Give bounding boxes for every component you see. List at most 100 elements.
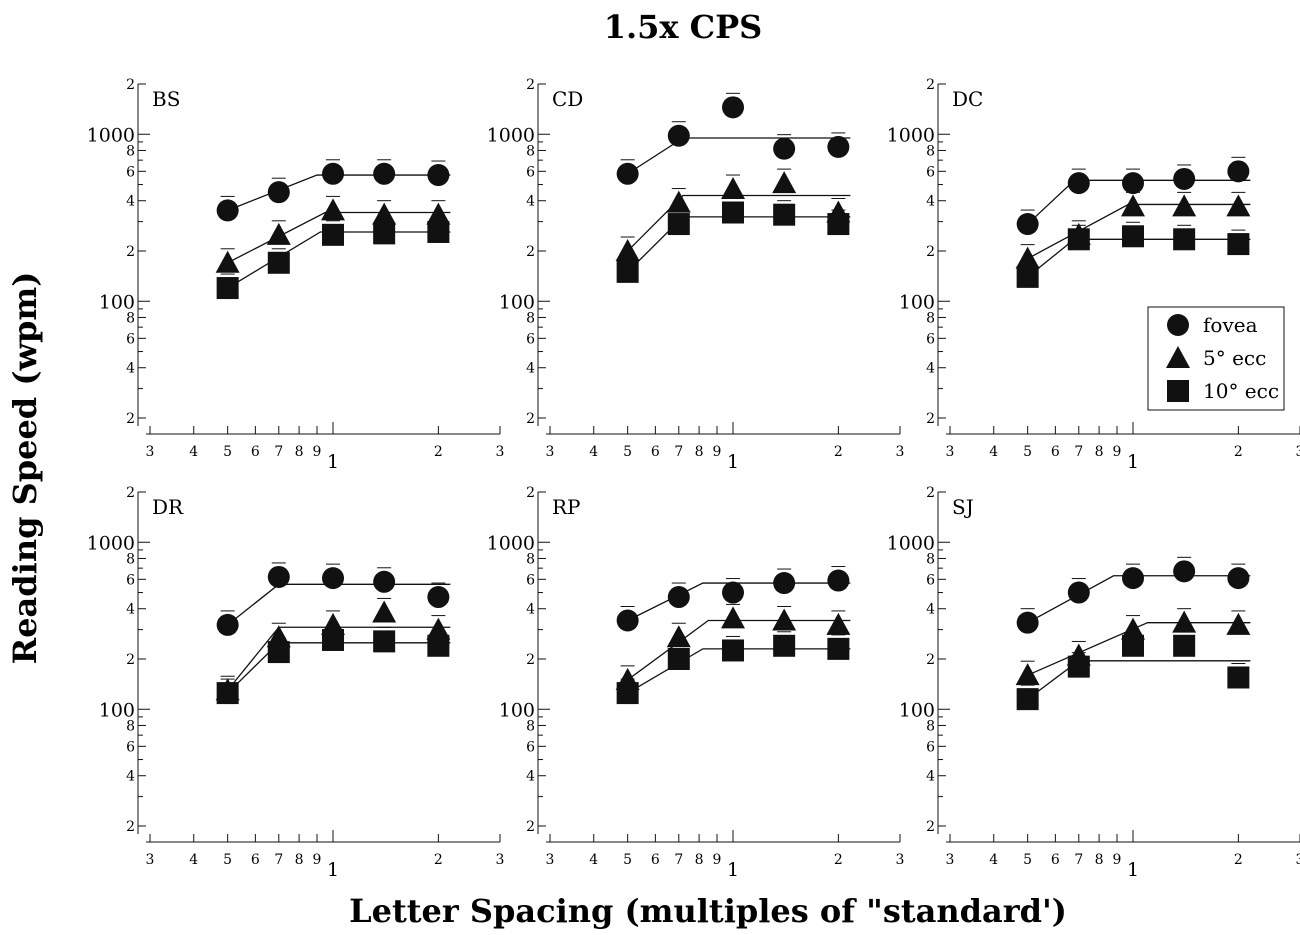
- fit-line: [627, 582, 851, 622]
- data-point: [321, 198, 346, 221]
- fit-line: [227, 583, 451, 626]
- x-tick-label: 1: [327, 451, 339, 473]
- legend-entry: 5° ecc: [1166, 346, 1266, 370]
- data-point: [1015, 663, 1040, 686]
- panel-dc: 24681002468100023456789123DC: [887, 77, 1300, 473]
- x-tick-label: 8: [1095, 852, 1104, 868]
- data-point: [1067, 172, 1090, 195]
- data-point: [216, 613, 239, 636]
- chart-title: 1.5x CPS: [604, 8, 763, 46]
- x-tick-label: 8: [695, 852, 704, 868]
- data-point: [427, 220, 450, 243]
- x-tick-label: 3: [546, 444, 555, 460]
- y-tick-label: 6: [126, 164, 135, 180]
- data-point: [216, 199, 239, 222]
- data-point: [373, 630, 396, 653]
- y-tick-label: 6: [526, 572, 535, 588]
- fit-line: [627, 216, 851, 273]
- data-point: [722, 96, 745, 119]
- data-point: [1067, 655, 1090, 678]
- fit-line: [1027, 660, 1251, 700]
- legend-label: fovea: [1203, 313, 1258, 337]
- data-point: [215, 250, 240, 273]
- x-tick-label: 3: [1296, 852, 1300, 868]
- y-tick-label: 8: [126, 310, 135, 326]
- x-tick-label: 3: [946, 444, 955, 460]
- x-tick-label: 2: [1234, 444, 1243, 460]
- y-tick-label: 4: [126, 602, 135, 618]
- x-axis-title: Letter Spacing (multiples of "standard'): [349, 892, 1067, 930]
- x-tick-label: 9: [313, 444, 322, 460]
- y-tick-label: 2: [526, 244, 535, 260]
- data-point: [666, 625, 691, 648]
- panel-sj: 24681002468100023456789123SJ: [887, 485, 1300, 881]
- y-tick-label: 8: [526, 551, 535, 567]
- data-point: [772, 608, 797, 631]
- x-tick-label: 7: [274, 852, 283, 868]
- data-point: [827, 569, 850, 592]
- fit-line: [227, 174, 451, 212]
- data-point: [1016, 611, 1039, 634]
- data-point: [827, 213, 850, 236]
- y-tick-label: 2: [526, 819, 535, 835]
- y-tick-label: 8: [526, 718, 535, 734]
- y-tick-label: 4: [126, 361, 135, 377]
- x-tick-label: 4: [189, 444, 198, 460]
- y-tick-label: 8: [526, 310, 535, 326]
- y-tick-label: 100: [99, 291, 135, 313]
- data-point: [216, 277, 239, 300]
- x-tick-label: 9: [713, 444, 722, 460]
- data-point: [1122, 567, 1145, 590]
- y-tick-label: 2: [126, 411, 135, 427]
- y-tick-label: 2: [126, 77, 135, 93]
- fit-line: [627, 648, 851, 694]
- x-tick-label: 3: [496, 852, 505, 868]
- y-tick-label: 4: [126, 769, 135, 785]
- x-tick-label: 3: [1296, 444, 1300, 460]
- data-point: [426, 617, 451, 640]
- data-point: [722, 201, 745, 224]
- x-tick-label: 7: [674, 444, 683, 460]
- y-tick-label: 4: [526, 361, 535, 377]
- y-tick-label: 2: [526, 77, 535, 93]
- y-tick-label: 2: [526, 485, 535, 501]
- y-tick-label: 1000: [87, 532, 135, 554]
- panel-label: DC: [952, 87, 983, 111]
- panel-label: SJ: [952, 495, 974, 519]
- x-tick-label: 1: [727, 859, 739, 881]
- data-point: [427, 164, 450, 187]
- data-point: [1016, 213, 1039, 236]
- x-tick-label: 7: [1074, 852, 1083, 868]
- series-square: [216, 217, 451, 300]
- x-tick-label: 5: [223, 852, 232, 868]
- y-tick-label: 1000: [87, 124, 135, 146]
- x-tick-label: 3: [896, 444, 905, 460]
- y-tick-label: 1000: [487, 124, 535, 146]
- data-point: [1227, 233, 1250, 256]
- data-point: [267, 251, 290, 274]
- data-point: [721, 177, 746, 200]
- y-tick-label: 2: [926, 652, 935, 668]
- x-tick-label: 3: [146, 852, 155, 868]
- data-point: [322, 162, 345, 185]
- x-tick-label: 1: [1127, 859, 1139, 881]
- series-triangle: [615, 168, 851, 261]
- y-tick-label: 2: [526, 411, 535, 427]
- y-tick-label: 2: [926, 77, 935, 93]
- x-tick-label: 6: [651, 852, 660, 868]
- series-circle: [1016, 156, 1251, 236]
- x-tick-label: 2: [834, 852, 843, 868]
- data-point: [722, 581, 745, 604]
- series-circle: [1016, 556, 1251, 634]
- data-point: [1122, 172, 1145, 195]
- data-point: [1122, 634, 1145, 657]
- y-tick-label: 8: [926, 718, 935, 734]
- data-point: [721, 606, 746, 629]
- data-point: [322, 223, 345, 246]
- legend-marker: [1167, 314, 1189, 336]
- data-point: [427, 586, 450, 609]
- x-tick-label: 2: [434, 444, 443, 460]
- data-point: [773, 203, 796, 226]
